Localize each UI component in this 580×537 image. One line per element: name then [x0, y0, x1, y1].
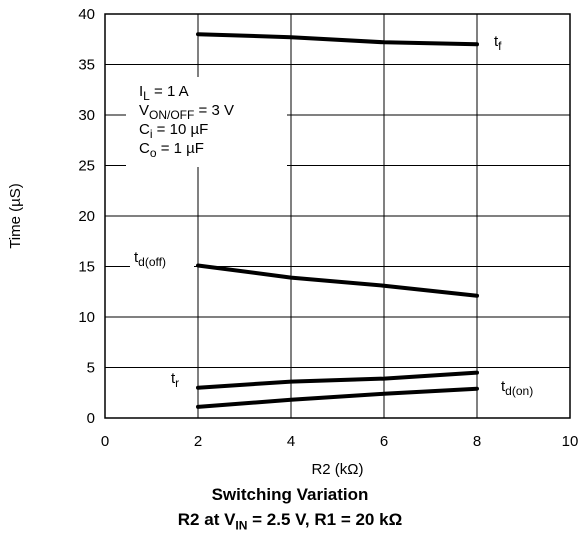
grid [105, 14, 570, 418]
y-tick-label: 20 [78, 208, 95, 225]
condition-sub: L [143, 89, 150, 103]
condition-line: IL = 1 A [139, 83, 189, 103]
series-line-t-f [196, 32, 479, 47]
series-label-bg [130, 247, 194, 269]
x-tick-label: 4 [287, 433, 295, 450]
y-tick-label: 15 [78, 259, 95, 276]
y-tick-label: 10 [78, 309, 95, 326]
series-label-sub: f [498, 39, 502, 53]
series-line-t-r [196, 370, 479, 390]
x-tick-label: 8 [473, 433, 481, 450]
subtitle-post: = 2.5 V, R1 = 20 kΩ [247, 510, 403, 529]
series-label-t-r: tr [171, 370, 179, 390]
series-label-t-d-on-: td(on) [501, 378, 533, 398]
condition-line: VON/OFF = 3 V [139, 102, 234, 122]
series-label-bg [497, 376, 553, 398]
series-label-sub: d(on) [505, 384, 533, 398]
condition-value: = 10 µF [153, 121, 209, 138]
series-label-sub: d(off) [138, 255, 166, 269]
condition-base: I [139, 83, 143, 100]
condition-sub: i [150, 127, 153, 141]
y-tick-label: 30 [78, 107, 95, 124]
condition-value: = 1 µF [157, 140, 204, 157]
series-label-t-d-off-: td(off) [134, 249, 166, 269]
condition-sub: o [150, 146, 157, 160]
series-line-t-d-off- [196, 263, 479, 298]
series-label-base: t [134, 249, 139, 266]
series-line-t-d-on- [196, 386, 479, 409]
condition-base: V [139, 102, 149, 119]
condition-value: = 3 V [194, 102, 234, 119]
series-label-bg [167, 368, 191, 390]
subtitle-sub: IN [235, 518, 248, 533]
x-axis-label: R2 (kΩ) [311, 461, 364, 478]
condition-line: Co = 1 µF [139, 140, 204, 160]
y-axis-label: Time (µS) [7, 183, 24, 249]
series-label-sub: r [175, 376, 179, 390]
condition-value: = 1 A [150, 83, 189, 100]
y-tick-label: 5 [87, 360, 95, 377]
y-tick-label: 40 [78, 6, 95, 23]
condition-base: C [139, 121, 150, 138]
condition-box-mask [126, 77, 287, 167]
x-tick-label: 0 [101, 433, 109, 450]
series-label-base: t [501, 378, 506, 395]
y-tick-label: 35 [78, 57, 95, 74]
condition-sub: ON/OFF [149, 108, 194, 122]
y-tick-label: 0 [87, 410, 95, 427]
chart-subtitle: R2 at VIN = 2.5 V, R1 = 20 kΩ [0, 510, 580, 532]
plot-frame [104, 13, 571, 419]
x-tick-label: 6 [380, 433, 388, 450]
series-label-base: t [494, 33, 499, 50]
y-tick-label: 25 [78, 158, 95, 175]
x-tick-label: 10 [562, 433, 579, 450]
condition-line: Ci = 10 µF [139, 121, 208, 141]
chart-title: Switching Variation [211, 485, 369, 504]
x-tick-label: 2 [194, 433, 202, 450]
subtitle-pre: R2 at V [177, 510, 236, 529]
condition-base: C [139, 140, 150, 157]
series-label-t-f: tf [494, 33, 502, 53]
series-label-bg [490, 31, 514, 53]
series-label-base: t [171, 370, 176, 387]
